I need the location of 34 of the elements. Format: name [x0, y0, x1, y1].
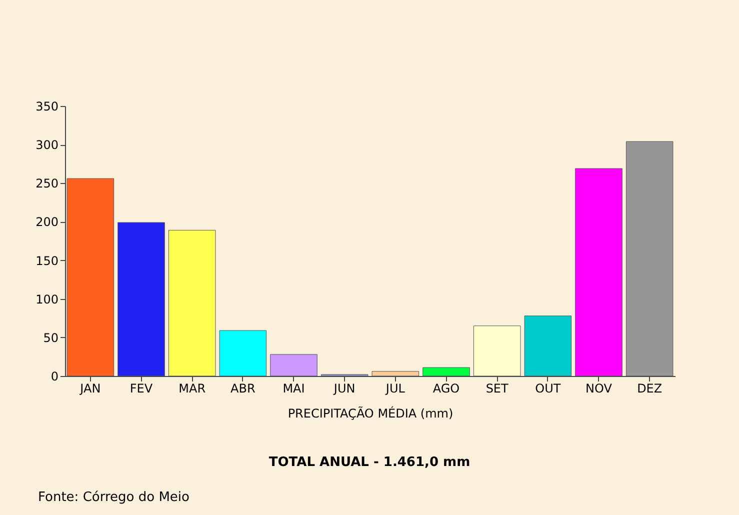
- y-tick-label: 200: [36, 215, 58, 230]
- bar: [372, 371, 420, 376]
- y-tick-label: 0: [50, 370, 58, 384]
- x-tick-label: MAI: [282, 382, 305, 396]
- x-tick-label: OUT: [535, 382, 562, 396]
- bar: [422, 367, 470, 376]
- x-tick-label: SET: [486, 382, 510, 396]
- bar: [575, 168, 622, 376]
- bar: [219, 330, 267, 376]
- bar: [118, 222, 165, 376]
- y-tick-label: 150: [36, 254, 58, 268]
- x-tick-label: MAR: [178, 382, 206, 396]
- text: TOTAL ANUAL - 1.461,0 mm: [268, 455, 472, 470]
- y-tick-label: 50: [43, 330, 58, 345]
- bar: [626, 141, 674, 376]
- bar: [524, 316, 572, 376]
- source-note: Fonte: Córrego do Meio: [38, 490, 190, 505]
- bar: [270, 354, 318, 376]
- y-tick-label: 250: [36, 176, 58, 191]
- x-tick-label: FEV: [130, 382, 154, 396]
- x-tick-label: ABR: [230, 382, 256, 396]
- bar: [66, 178, 114, 376]
- x-tick-label: DEZ: [637, 382, 662, 396]
- x-tick-label: JUN: [332, 382, 356, 396]
- bar: [168, 230, 216, 376]
- x-tick-label: JAN: [79, 382, 101, 396]
- x-tick-label: AGO: [432, 382, 460, 396]
- x-tick-label: JUL: [384, 382, 406, 396]
- x-tick-label: NOV: [586, 382, 613, 396]
- x-axis-title: PRECIPITAÇÃO MÉDIA (mm): [288, 406, 454, 420]
- bar: [473, 326, 521, 376]
- y-tick-label: 100: [36, 292, 58, 306]
- y-tick-label: 300: [36, 138, 58, 152]
- y-tick-label: 350: [36, 100, 58, 114]
